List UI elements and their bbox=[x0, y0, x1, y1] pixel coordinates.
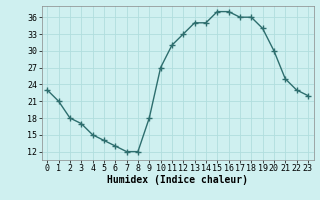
X-axis label: Humidex (Indice chaleur): Humidex (Indice chaleur) bbox=[107, 175, 248, 185]
